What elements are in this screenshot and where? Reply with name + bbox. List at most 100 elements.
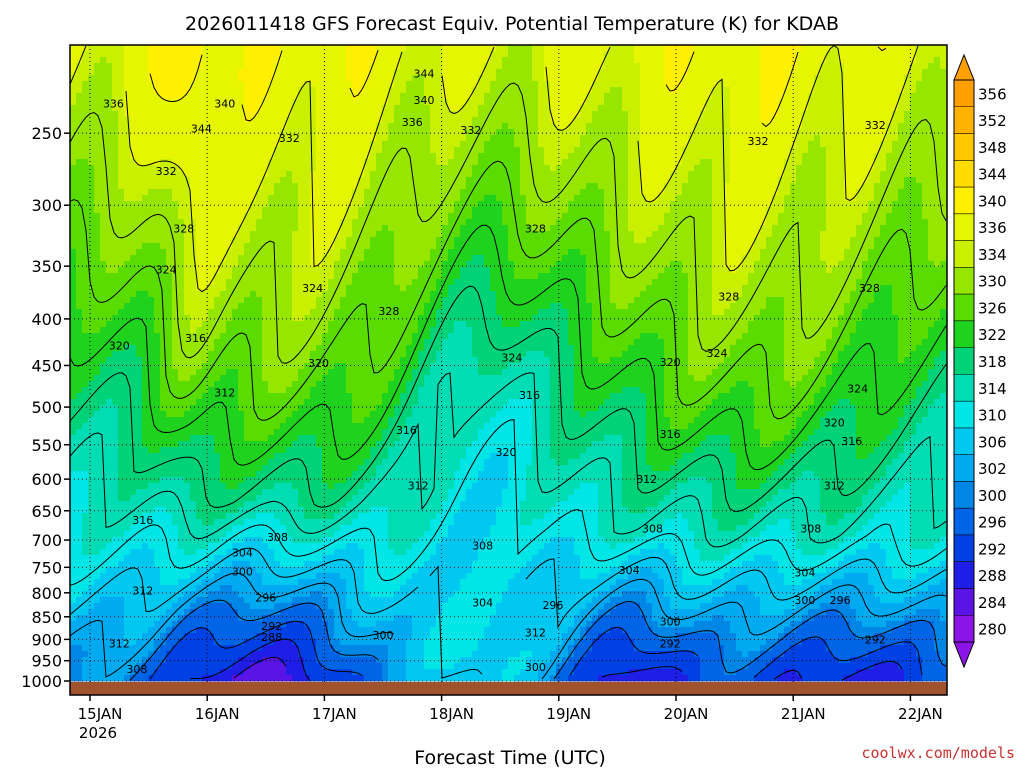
band-cell	[208, 45, 215, 52]
band-cell	[94, 219, 101, 226]
band-cell	[568, 231, 575, 238]
band-cell	[220, 99, 227, 106]
band-cell	[388, 75, 395, 82]
band-cell	[388, 117, 395, 124]
band-cell	[640, 75, 647, 82]
band-cell	[706, 75, 713, 82]
band-cell	[178, 189, 185, 196]
band-cell	[580, 213, 587, 220]
band-cell	[688, 243, 695, 250]
band-cell	[508, 207, 515, 214]
band-cell	[88, 141, 95, 148]
band-cell	[514, 201, 521, 208]
band-cell	[712, 147, 719, 154]
band-cell	[532, 213, 539, 220]
band-cell	[274, 177, 281, 184]
band-cell	[736, 75, 743, 82]
band-cell	[88, 213, 95, 220]
band-cell	[100, 201, 107, 208]
band-cell	[424, 45, 431, 52]
band-cell	[154, 105, 161, 112]
band-cell	[760, 75, 767, 82]
band-cell	[304, 183, 311, 190]
band-cell	[262, 105, 269, 112]
band-cell	[226, 183, 233, 190]
band-cell	[664, 213, 671, 220]
band-cell	[280, 93, 287, 100]
band-cell	[478, 99, 485, 106]
band-cell	[580, 81, 587, 88]
band-cell	[400, 69, 407, 76]
band-cell	[310, 99, 317, 106]
band-cell	[676, 51, 683, 58]
band-cell	[520, 159, 527, 166]
band-cell	[484, 57, 491, 64]
band-cell	[334, 141, 341, 148]
band-cell	[70, 117, 77, 124]
band-cell	[874, 69, 881, 76]
band-cell	[454, 165, 461, 172]
band-cell	[418, 237, 425, 244]
band-cell	[244, 141, 251, 148]
band-cell	[568, 99, 575, 106]
band-cell	[862, 201, 869, 208]
band-cell	[760, 123, 767, 130]
band-cell	[904, 243, 911, 250]
band-cell	[730, 135, 737, 142]
band-cell	[832, 153, 839, 160]
band-cell	[532, 93, 539, 100]
band-cell	[538, 213, 545, 220]
band-cell	[898, 183, 905, 190]
band-cell	[202, 183, 209, 190]
band-cell	[856, 45, 863, 52]
band-cell	[490, 159, 497, 166]
band-cell	[622, 141, 629, 148]
band-cell	[742, 231, 749, 238]
band-cell	[418, 225, 425, 232]
band-cell	[694, 207, 701, 214]
band-cell	[706, 63, 713, 70]
band-cell	[70, 63, 77, 70]
band-cell	[94, 183, 101, 190]
band-cell	[826, 159, 833, 166]
band-cell	[292, 87, 299, 94]
band-cell	[610, 141, 617, 148]
band-cell	[640, 231, 647, 238]
band-cell	[382, 243, 389, 250]
band-cell	[682, 99, 689, 106]
band-cell	[370, 123, 377, 130]
band-cell	[82, 123, 89, 130]
band-cell	[718, 183, 725, 190]
band-cell	[940, 135, 947, 142]
band-cell	[832, 63, 839, 70]
band-cell	[694, 213, 701, 220]
band-cell	[394, 183, 401, 190]
band-cell	[262, 213, 269, 220]
band-cell	[814, 213, 821, 220]
band-cell	[328, 147, 335, 154]
band-cell	[232, 57, 239, 64]
band-cell	[322, 111, 329, 118]
band-cell	[178, 165, 185, 172]
band-cell	[466, 123, 473, 130]
band-cell	[508, 99, 515, 106]
band-cell	[646, 153, 653, 160]
band-cell	[496, 45, 503, 52]
band-cell	[526, 105, 533, 112]
band-cell	[496, 159, 503, 166]
band-cell	[556, 105, 563, 112]
band-cell	[478, 63, 485, 70]
band-cell	[718, 51, 725, 58]
band-cell	[376, 75, 383, 82]
band-cell	[118, 93, 125, 100]
band-cell	[730, 63, 737, 70]
band-cell	[448, 123, 455, 130]
band-cell	[502, 81, 509, 88]
band-cell	[538, 231, 545, 238]
band-cell	[238, 81, 245, 88]
band-cell	[118, 183, 125, 190]
band-cell	[604, 189, 611, 196]
band-cell	[328, 123, 335, 130]
band-cell	[466, 153, 473, 160]
band-cell	[82, 201, 89, 208]
